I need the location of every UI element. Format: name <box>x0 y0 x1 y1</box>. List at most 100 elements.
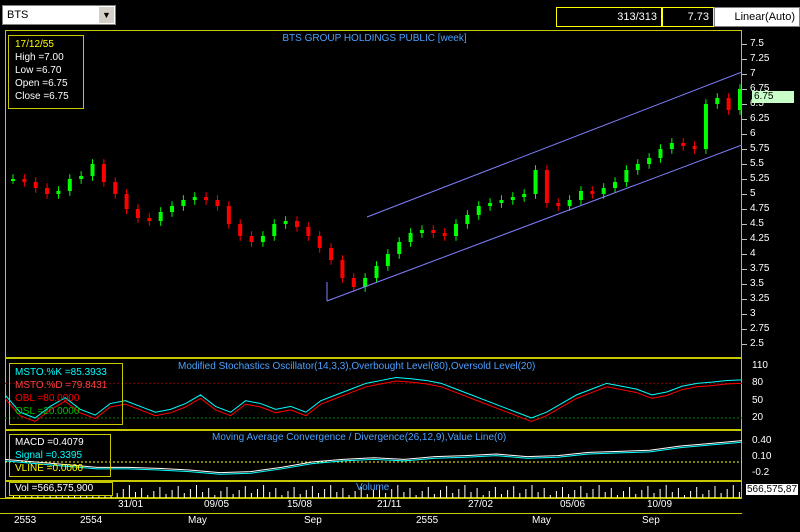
x-period-label: 2553 <box>14 515 37 526</box>
volume-bar <box>647 486 649 498</box>
stoch-k-value: MSTO.%K =85.3933 <box>15 367 107 378</box>
y-tick <box>742 314 747 315</box>
price-tag: 6.75 <box>752 91 794 103</box>
macd-signal-value: Signal =0.3395 <box>15 450 83 461</box>
candle-body <box>385 254 390 266</box>
stochastic-panel[interactable] <box>5 358 742 430</box>
y-tick <box>742 89 747 90</box>
volume-bar <box>446 486 448 498</box>
y-tick <box>742 149 747 150</box>
x-date-label: 05/06 <box>560 499 586 510</box>
candle-body <box>590 191 595 194</box>
volume-bar <box>13 495 14 498</box>
volume-value: Vol =566,575,900 <box>15 483 94 494</box>
chart-title: BTS GROUP HOLDINGS PUBLIC [week] <box>282 33 467 44</box>
volume-bar <box>80 495 82 498</box>
candle-body <box>613 182 618 188</box>
trend-upper-line <box>366 71 742 218</box>
volume-bar <box>690 491 692 498</box>
macd-panel[interactable] <box>5 430 742 481</box>
x-date-label: 15/08 <box>287 499 313 510</box>
volume-bar <box>141 488 143 498</box>
volume-bar <box>342 488 344 498</box>
y-tick <box>742 164 747 165</box>
price-chart-panel[interactable]: BTS GROUP HOLDINGS PUBLIC [week] 17/12/5… <box>5 30 742 358</box>
volume-bar <box>269 492 271 498</box>
stochastic-lines <box>5 377 742 423</box>
macd-tick-label: 0.10 <box>752 450 772 462</box>
candle-body <box>170 206 175 212</box>
x-period-label: Sep <box>304 515 322 526</box>
volume-bar <box>580 486 582 498</box>
candle-body <box>669 143 674 149</box>
volume-bar <box>531 485 533 498</box>
volume-bar <box>635 494 637 498</box>
volume-bar <box>684 495 685 498</box>
macd-vline-value: VLINE =0.0000 <box>15 463 84 474</box>
y-tick-label: 6.25 <box>750 113 770 124</box>
candle-body <box>510 197 515 200</box>
y-tick <box>742 239 747 240</box>
volume-bar <box>433 494 435 498</box>
y-tick <box>742 179 747 180</box>
y-tick-label: 2.5 <box>750 338 764 349</box>
volume-bar <box>720 493 722 498</box>
volume-bar <box>519 493 521 498</box>
stoch-d-line <box>5 380 742 423</box>
candle-body <box>238 224 243 236</box>
ohlc-info-box: 17/12/55 High =7.00 Low =6.70 Open =6.75… <box>8 35 84 109</box>
y-tick <box>742 194 747 195</box>
macd-title: Moving Average Convergence / Divergence(… <box>212 432 507 443</box>
toolbar: BTS ▼ 313/313 7.73 Linear(Auto) <box>0 0 800 30</box>
volume-bar <box>677 488 679 498</box>
volume-bar <box>122 489 124 498</box>
volume-bar <box>116 493 118 498</box>
scale-mode-selector[interactable]: Linear(Auto) <box>714 7 800 27</box>
candle-body <box>408 233 413 242</box>
volume-bar <box>592 489 594 498</box>
volume-bar <box>196 485 197 498</box>
macd-signal-line <box>5 441 742 475</box>
stoch-tick-label: 80 <box>752 377 764 389</box>
candle-body <box>567 200 572 206</box>
candle-body <box>260 236 265 242</box>
volume-bar <box>305 490 307 498</box>
candle-body <box>306 227 311 236</box>
volume-title: Volume <box>356 482 390 493</box>
y-tick <box>742 59 747 60</box>
y-tick <box>742 254 747 255</box>
symbol-selector[interactable]: BTS ▼ <box>2 5 116 25</box>
volume-bar <box>202 492 204 498</box>
volume-bar <box>623 491 624 498</box>
candle-body <box>11 179 15 181</box>
volume-bar <box>293 487 295 498</box>
volume-bar <box>275 488 277 498</box>
volume-bar <box>171 490 173 498</box>
candle-body <box>419 230 424 233</box>
volume-bar <box>366 494 368 498</box>
volume-bar <box>629 487 631 498</box>
info-close: Close =6.75 <box>15 91 69 102</box>
stochastic-info-box: MSTO.%K =85.3933 MSTO.%D =79.8431 OBL =8… <box>9 363 123 425</box>
y-tick-label: 5.5 <box>750 158 764 169</box>
y-tick <box>742 269 747 270</box>
volume-bar <box>311 486 313 498</box>
volume-bar <box>336 492 338 498</box>
record-count: 313/313 <box>556 7 662 27</box>
y-tick <box>742 209 747 210</box>
candle-body <box>101 164 106 182</box>
volume-bar <box>653 493 655 498</box>
y-tick-label: 2.75 <box>750 323 770 334</box>
candle-body <box>147 218 152 221</box>
macd-value: MACD =0.4079 <box>15 437 84 448</box>
y-tick-label: 4.25 <box>750 233 770 244</box>
candle-body <box>601 188 606 194</box>
volume-bar <box>507 490 509 498</box>
volume-right-value: 566,575,87 <box>746 484 799 495</box>
chevron-down-icon[interactable]: ▼ <box>98 7 114 23</box>
candle-body <box>544 170 549 203</box>
candle-body <box>454 224 459 236</box>
candle-body <box>397 242 402 254</box>
volume-bar <box>732 485 734 498</box>
volume-bar <box>458 489 460 498</box>
